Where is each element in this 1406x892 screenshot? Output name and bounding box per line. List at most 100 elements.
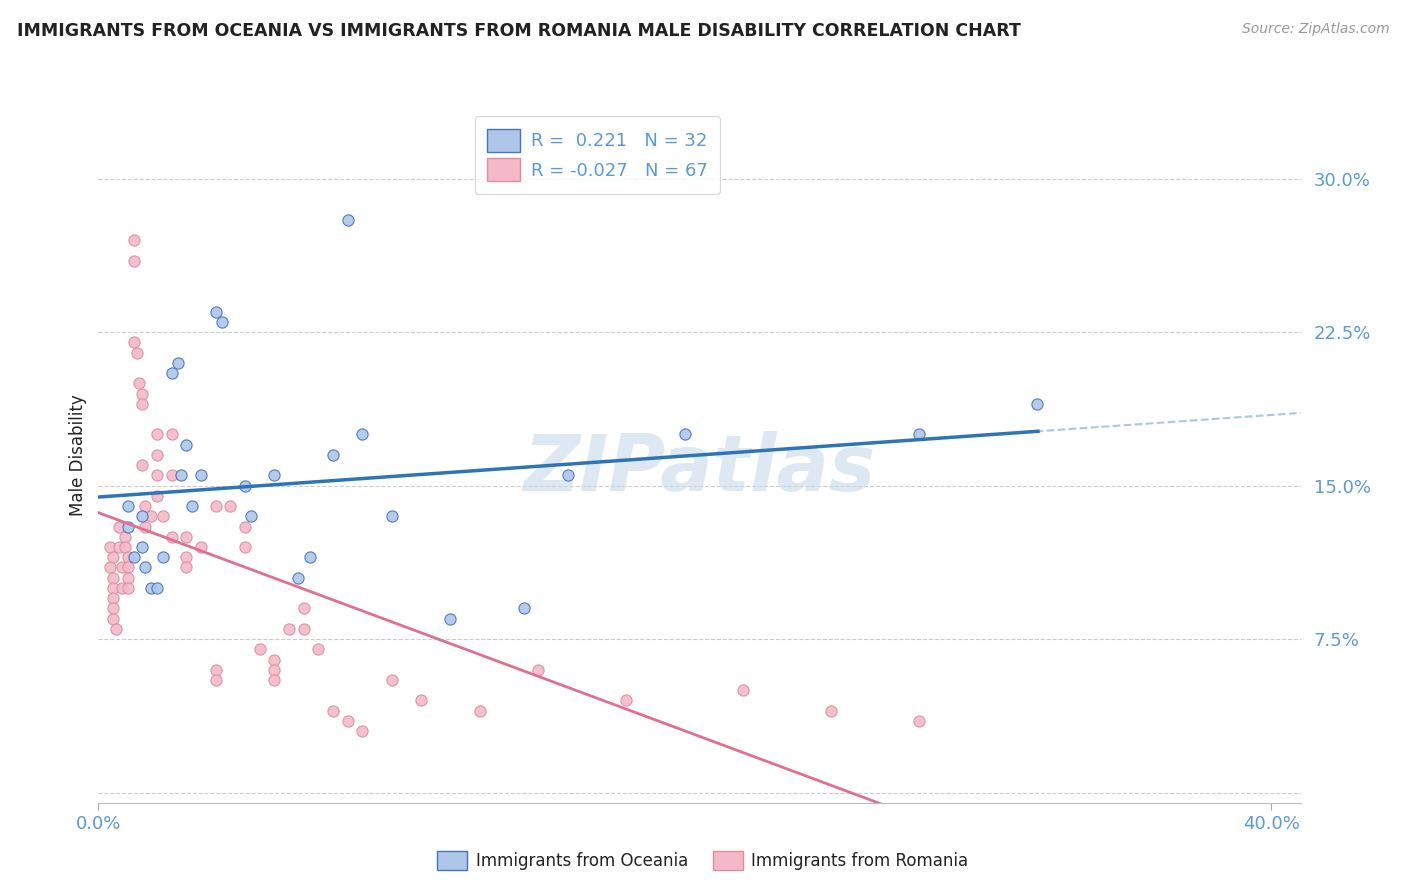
Point bbox=[287, 571, 309, 585]
Point bbox=[105, 622, 128, 636]
Point bbox=[114, 540, 136, 554]
Point bbox=[219, 499, 242, 513]
Point bbox=[181, 499, 204, 513]
Point bbox=[278, 622, 301, 636]
Point bbox=[733, 683, 755, 698]
Point bbox=[160, 530, 183, 544]
Point bbox=[146, 489, 169, 503]
Point bbox=[108, 540, 131, 554]
Point bbox=[134, 499, 156, 513]
Point bbox=[160, 427, 183, 442]
Point bbox=[233, 478, 256, 492]
Point bbox=[292, 622, 315, 636]
Point bbox=[204, 304, 226, 318]
Point bbox=[614, 693, 637, 707]
Point bbox=[908, 714, 931, 728]
Point bbox=[131, 386, 153, 401]
Text: ZIPatlas: ZIPatlas bbox=[523, 431, 876, 507]
Legend: Immigrants from Oceania, Immigrants from Romania: Immigrants from Oceania, Immigrants from… bbox=[437, 851, 969, 871]
Point bbox=[131, 509, 153, 524]
Point bbox=[111, 560, 134, 574]
Point bbox=[381, 673, 404, 687]
Point bbox=[146, 427, 169, 442]
Point bbox=[298, 550, 321, 565]
Point bbox=[176, 560, 198, 574]
Point bbox=[352, 427, 374, 442]
Point bbox=[190, 468, 212, 483]
Point bbox=[307, 642, 329, 657]
Point bbox=[108, 519, 131, 533]
Point bbox=[117, 560, 139, 574]
Point bbox=[117, 519, 139, 533]
Point bbox=[263, 663, 285, 677]
Point bbox=[263, 652, 285, 666]
Point bbox=[439, 612, 461, 626]
Point bbox=[125, 345, 148, 359]
Point bbox=[101, 591, 124, 606]
Point bbox=[820, 704, 842, 718]
Point bbox=[114, 530, 136, 544]
Point bbox=[381, 509, 404, 524]
Point bbox=[190, 540, 212, 554]
Point bbox=[204, 673, 226, 687]
Point bbox=[146, 448, 169, 462]
Point bbox=[166, 356, 188, 370]
Point bbox=[146, 468, 169, 483]
Point bbox=[211, 315, 233, 329]
Point bbox=[1025, 397, 1047, 411]
Point bbox=[101, 571, 124, 585]
Point bbox=[233, 519, 256, 533]
Point bbox=[117, 550, 139, 565]
Point bbox=[117, 571, 139, 585]
Point bbox=[122, 550, 145, 565]
Text: Source: ZipAtlas.com: Source: ZipAtlas.com bbox=[1241, 22, 1389, 37]
Point bbox=[131, 397, 153, 411]
Point bbox=[152, 509, 174, 524]
Point bbox=[557, 468, 579, 483]
Point bbox=[134, 560, 156, 574]
Point bbox=[134, 519, 156, 533]
Y-axis label: Male Disability: Male Disability bbox=[69, 394, 87, 516]
Text: IMMIGRANTS FROM OCEANIA VS IMMIGRANTS FROM ROMANIA MALE DISABILITY CORRELATION C: IMMIGRANTS FROM OCEANIA VS IMMIGRANTS FR… bbox=[17, 22, 1021, 40]
Point bbox=[204, 663, 226, 677]
Point bbox=[263, 673, 285, 687]
Point bbox=[101, 612, 124, 626]
Point bbox=[336, 212, 359, 227]
Point bbox=[141, 581, 163, 595]
Point bbox=[131, 458, 153, 472]
Point bbox=[322, 448, 344, 462]
Point bbox=[122, 233, 145, 247]
Point bbox=[98, 540, 121, 554]
Point bbox=[527, 663, 550, 677]
Point bbox=[512, 601, 534, 615]
Legend: R =  0.221   N = 32, R = -0.027   N = 67: R = 0.221 N = 32, R = -0.027 N = 67 bbox=[475, 116, 720, 194]
Point bbox=[160, 468, 183, 483]
Point bbox=[204, 499, 226, 513]
Point bbox=[101, 601, 124, 615]
Point bbox=[117, 499, 139, 513]
Point bbox=[101, 581, 124, 595]
Point bbox=[131, 540, 153, 554]
Point bbox=[239, 509, 262, 524]
Point bbox=[292, 601, 315, 615]
Point bbox=[336, 714, 359, 728]
Point bbox=[176, 550, 198, 565]
Point bbox=[98, 560, 121, 574]
Point bbox=[249, 642, 271, 657]
Point bbox=[160, 366, 183, 380]
Point bbox=[146, 581, 169, 595]
Point bbox=[122, 253, 145, 268]
Point bbox=[673, 427, 696, 442]
Point bbox=[176, 530, 198, 544]
Point bbox=[111, 581, 134, 595]
Point bbox=[141, 509, 163, 524]
Point bbox=[122, 335, 145, 350]
Point bbox=[101, 550, 124, 565]
Point bbox=[352, 724, 374, 739]
Point bbox=[468, 704, 491, 718]
Point bbox=[409, 693, 432, 707]
Point bbox=[117, 581, 139, 595]
Point bbox=[128, 376, 150, 391]
Point bbox=[169, 468, 191, 483]
Point bbox=[152, 550, 174, 565]
